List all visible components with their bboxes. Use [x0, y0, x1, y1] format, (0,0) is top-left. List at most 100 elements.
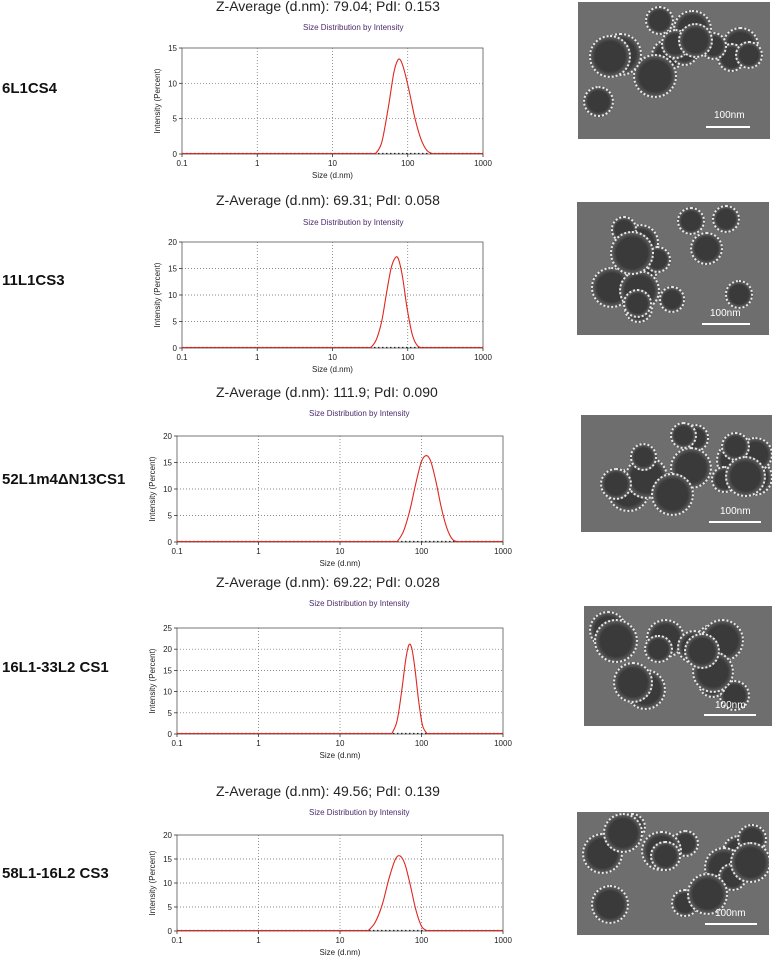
x-axis-label: Size (d.nm): [312, 171, 353, 180]
vlp-particle: [678, 23, 714, 59]
vlp-particle: [623, 289, 653, 318]
y-axis-label: Intensity (Percent): [148, 456, 157, 521]
scale-bar: [702, 323, 750, 325]
z-average-text: Z-Average (d.nm): 69.22; PdI: 0.028: [216, 574, 440, 590]
sample-label: 58L1-16L2 CS3: [2, 865, 109, 882]
y-tick-label: 20: [163, 831, 172, 840]
panel-row: 52L1m4ΔN13CS1 Z-Average (d.nm): 111.9; P…: [0, 380, 782, 570]
tem-micrograph: 100nm: [584, 606, 772, 726]
scale-bar: [706, 126, 750, 128]
vlp-particle: [650, 472, 695, 516]
y-tick-label: 0: [168, 538, 173, 547]
x-tick-label: 1: [256, 547, 261, 556]
vlp-particle: [588, 35, 632, 78]
vlp-particle: [730, 842, 769, 883]
vlp-particle: [658, 286, 686, 313]
y-tick-label: 10: [168, 291, 177, 300]
y-tick-label: 10: [163, 879, 172, 888]
tem-micrograph: 100nm: [577, 812, 769, 935]
x-tick-label: 1: [256, 936, 261, 945]
y-tick-label: 15: [168, 265, 177, 274]
vlp-particle: [735, 41, 764, 70]
x-axis-label: Size (d.nm): [320, 559, 361, 568]
y-axis-label: Intensity (Percent): [148, 850, 157, 915]
vlp-particle: [643, 634, 673, 664]
vlp-particle: [689, 231, 723, 265]
size-distribution-line: [391, 643, 428, 735]
x-axis-label: Size (d.nm): [320, 948, 361, 957]
y-tick-label: 5: [173, 115, 178, 124]
tem-micrograph: 100nm: [581, 415, 772, 532]
x-tick-label: 1000: [494, 936, 512, 945]
size-distribution-line: [396, 455, 460, 543]
sample-label: 11L1CS3: [2, 272, 65, 289]
x-tick-label: 10: [328, 353, 337, 362]
y-tick-label: 0: [173, 344, 178, 353]
distribution-title: Size Distribution by Intensity: [309, 599, 410, 608]
x-tick-label: 10: [336, 739, 345, 748]
x-tick-label: 100: [401, 353, 415, 362]
x-tick-label: 1000: [494, 547, 512, 556]
vlp-particle: [670, 421, 698, 449]
vlp-particle: [684, 632, 721, 669]
size-distribution-line: [367, 855, 428, 932]
panel-row: 58L1-16L2 CS3 Z-Average (d.nm): 49.56; P…: [0, 760, 782, 957]
x-tick-label: 100: [415, 936, 429, 945]
x-tick-label: 1000: [474, 353, 492, 362]
vlp-particle: [609, 230, 654, 275]
y-tick-label: 20: [163, 645, 172, 654]
x-tick-label: 100: [401, 159, 415, 168]
scale-bar: [704, 714, 756, 716]
scale-bar-label: 100nm: [715, 700, 746, 711]
x-tick-label: 1: [256, 739, 261, 748]
size-distribution-line: [370, 256, 424, 349]
x-tick-label: 1: [255, 159, 260, 168]
y-tick-label: 15: [163, 855, 172, 864]
x-tick-label: 10: [328, 159, 337, 168]
x-tick-label: 10: [336, 936, 345, 945]
x-tick-label: 1000: [474, 159, 492, 168]
sample-label: 6L1CS4: [2, 80, 58, 97]
size-distribution-line: [374, 58, 434, 155]
y-tick-label: 15: [163, 666, 172, 675]
dls-chart: 0.1 1 10 100 1000 0 5 10 15 20 Size (d.nm) Intensit…: [153, 238, 492, 374]
x-tick-label: 1000: [494, 739, 512, 748]
scale-bar-label: 100nm: [720, 506, 751, 517]
z-average-text: Z-Average (d.nm): 69.31; PdI: 0.058: [216, 192, 440, 208]
vlp-particle: [650, 840, 681, 872]
scale-bar-label: 100nm: [714, 110, 745, 121]
vlp-particle: [686, 873, 729, 916]
vlp-particle: [724, 280, 754, 309]
y-axis-label: Intensity (Percent): [153, 68, 162, 133]
x-tick-label: 0.1: [176, 353, 188, 362]
x-tick-label: 0.1: [171, 739, 183, 748]
vlp-particle: [590, 885, 630, 925]
vlp-particle: [676, 206, 706, 236]
y-tick-label: 25: [163, 624, 172, 633]
x-tick-label: 1: [255, 353, 260, 362]
x-axis-label: Size (d.nm): [312, 365, 353, 374]
z-average-text: Z-Average (d.nm): 49.56; PdI: 0.139: [216, 783, 440, 799]
scale-bar-label: 100nm: [715, 908, 746, 919]
y-tick-label: 0: [168, 927, 173, 936]
y-axis-label: Intensity (Percent): [153, 262, 162, 327]
x-tick-label: 100: [415, 547, 429, 556]
x-axis-label: Size (d.nm): [320, 751, 361, 760]
vlp-particle: [603, 813, 643, 853]
vlp-particle: [594, 619, 639, 663]
dls-chart: 0.1 1 10 100 1000 0 5 10 15 20 Size (d.nm) Intensit…: [148, 831, 512, 957]
distribution-title: Size Distribution by Intensity: [309, 808, 410, 817]
distribution-title: Size Distribution by Intensity: [303, 23, 404, 32]
x-tick-label: 0.1: [176, 159, 188, 168]
y-tick-label: 20: [163, 432, 172, 441]
distribution-title: Size Distribution by Intensity: [309, 409, 410, 418]
y-tick-label: 0: [173, 150, 178, 159]
tem-micrograph: 100nm: [577, 202, 769, 335]
y-axis-label: Intensity (Percent): [148, 648, 157, 713]
vlp-particle: [612, 662, 654, 703]
y-tick-label: 20: [168, 238, 177, 247]
dls-chart: 0.1 1 10 100 1000 0 5 10 15 20 25 Size (d.nm) Intens…: [148, 624, 512, 760]
distribution-title: Size Distribution by Intensity: [303, 218, 404, 227]
scale-bar-label: 100nm: [710, 308, 741, 319]
scale-bar: [709, 521, 761, 523]
